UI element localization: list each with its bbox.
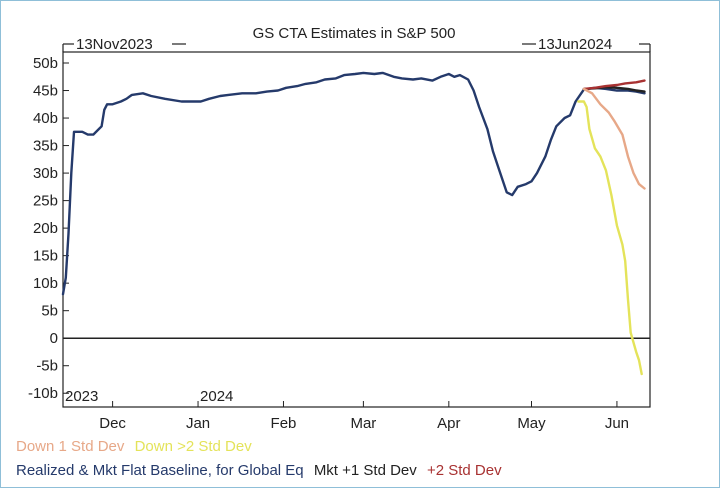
legend-row-2: Realized & Mkt Flat Baseline, for Global… xyxy=(16,462,508,479)
y-tick-label: 30b xyxy=(33,165,58,182)
year-label: 2024 xyxy=(200,388,233,405)
x-tick-label: May xyxy=(517,415,546,432)
y-tick-label: -5b xyxy=(36,358,58,375)
x-tick-label: Feb xyxy=(271,415,297,432)
legend-baseline: Realized & Mkt Flat Baseline, for Global… xyxy=(16,462,304,479)
legend-down-2-std: Down >2 Std Dev xyxy=(134,438,252,455)
y-tick-label: 45b xyxy=(33,83,58,100)
y-tick-label: 25b xyxy=(33,193,58,210)
x-tick-label: Apr xyxy=(437,415,460,432)
y-tick-label: 5b xyxy=(41,303,58,320)
x-tick-label: Jan xyxy=(186,415,210,432)
x-tick-label: Jun xyxy=(605,415,629,432)
series-line-realized-mkt-flat-baseline-for-global-eq xyxy=(61,71,646,296)
y-tick-label: 40b xyxy=(33,110,58,127)
legend-row-1: Down 1 Std Dev Down >2 Std Dev xyxy=(16,438,258,455)
legend-plus-1-std: Mkt +1 Std Dev xyxy=(313,462,417,479)
range-end-label: 13Jun2024 xyxy=(538,36,612,53)
legend-down-1-std: Down 1 Std Dev xyxy=(16,438,125,455)
y-tick-label: 15b xyxy=(33,248,58,265)
y-tick-label: 0 xyxy=(50,330,58,347)
x-tick-label: Dec xyxy=(99,415,126,432)
series-line-2-std-dev xyxy=(582,79,646,91)
year-label: 2023 xyxy=(65,388,98,405)
series-lines xyxy=(61,71,646,376)
chart-title: GS CTA Estimates in S&P 500 xyxy=(253,25,456,42)
y-tick-label: 20b xyxy=(33,220,58,237)
year-labels: 2023 2024 xyxy=(65,388,233,405)
y-tick-label: 35b xyxy=(33,138,58,155)
y-tick-label: 10b xyxy=(33,275,58,292)
series-line-down-1-std-dev xyxy=(582,87,646,190)
y-axis: 50b 45b 40b 35b 30b 25b 20b 15b 10b 5b 0 -5b -10b xyxy=(28,55,69,402)
range-start-label: 13Nov2023 xyxy=(76,36,153,53)
date-range-markers: 13Nov2023 13Jun2024 xyxy=(62,36,651,53)
plot-area xyxy=(62,51,651,408)
y-tick-label: -10b xyxy=(28,385,58,402)
legend-plus-2-std: +2 Std Dev xyxy=(426,462,502,479)
x-axis: Dec Jan Feb Mar Apr May Jun xyxy=(99,401,629,432)
y-tick-label: 50b xyxy=(33,55,58,72)
series-line-down-2-std-dev xyxy=(577,100,643,376)
x-tick-label: Mar xyxy=(350,415,376,432)
